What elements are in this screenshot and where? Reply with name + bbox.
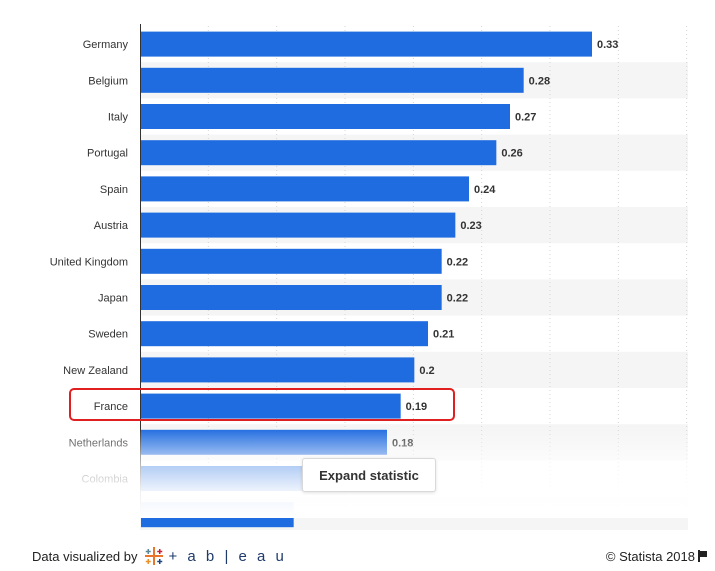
value-label: 0.19 — [406, 401, 427, 413]
copyright-text: © Statista 2018 — [605, 548, 695, 564]
footer-copyright[interactable]: © Statista 2018 — [606, 545, 707, 567]
flag-icon — [698, 550, 707, 562]
category-label: New Zealand — [63, 365, 128, 377]
expand-statistic-button[interactable]: Expand statistic — [302, 458, 436, 492]
bar-united-kingdom[interactable] — [141, 248, 442, 274]
category-label: Sweden — [88, 329, 128, 341]
bar-france[interactable] — [141, 393, 401, 419]
category-label: United Kingdom — [50, 256, 128, 268]
bar-colombia[interactable] — [141, 466, 305, 491]
value-label: 0.2 — [419, 365, 434, 377]
category-label: Austria — [94, 220, 129, 232]
bar-chart: Germany 0.33 Belgium 0.28 Italy 0.27 Portugal 0… — [49, 24, 688, 528]
category-label: Japan — [98, 293, 128, 305]
bar-austria[interactable] — [141, 212, 456, 238]
value-label: 0.24 — [474, 184, 496, 196]
category-label: Italy — [108, 112, 129, 124]
footer-visualized-by: Data visualized by + a b | e a u — [32, 545, 287, 567]
bar-new-zealand[interactable] — [141, 357, 415, 383]
bar-belgium[interactable] — [141, 67, 524, 93]
visualized-by-text: Data visualized by — [32, 548, 138, 564]
bar-spain[interactable] — [141, 176, 469, 202]
value-label: 0.22 — [447, 256, 468, 268]
category-label: Netherlands — [69, 437, 129, 449]
bar-portugal[interactable] — [141, 140, 497, 166]
bar-partial — [141, 502, 294, 528]
value-label: 0.28 — [529, 75, 550, 87]
tableau-cross-icon — [144, 547, 163, 565]
tableau-wordmark: + a b | e a u — [168, 547, 287, 565]
category-label: Colombia — [82, 474, 129, 486]
category-label: Spain — [100, 184, 128, 196]
tableau-logo[interactable]: + a b | e a u — [143, 545, 287, 567]
value-label: 0.33 — [597, 39, 618, 51]
value-label: 0.27 — [515, 112, 536, 124]
category-label: Portugal — [87, 148, 128, 160]
value-label: 0.23 — [460, 220, 481, 232]
value-label: 0.22 — [447, 293, 468, 305]
category-label: Belgium — [88, 75, 128, 87]
bar-germany[interactable] — [141, 31, 592, 57]
value-label: 0.26 — [501, 148, 522, 160]
category-label: Germany — [83, 39, 129, 51]
bar-sweden[interactable] — [141, 321, 428, 347]
value-label: 0.18 — [392, 437, 413, 449]
bar-japan[interactable] — [141, 285, 442, 310]
value-label: 0.21 — [433, 329, 454, 341]
bar-netherlands[interactable] — [141, 429, 387, 455]
bar-italy[interactable] — [141, 104, 510, 129]
category-label: France — [94, 401, 128, 413]
